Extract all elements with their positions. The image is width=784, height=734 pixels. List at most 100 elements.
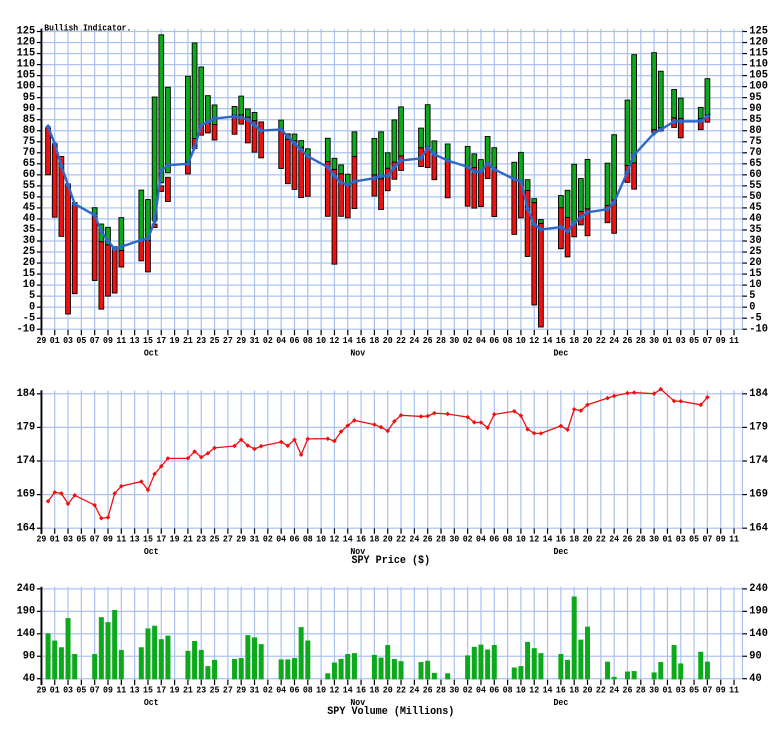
svg-text:02: 02: [463, 686, 473, 696]
svg-text:169: 169: [17, 489, 36, 501]
svg-text:105: 105: [17, 70, 36, 82]
svg-text:13: 13: [130, 336, 140, 346]
svg-text:06: 06: [290, 535, 300, 545]
svg-text:95: 95: [23, 92, 36, 104]
svg-text:90: 90: [749, 650, 761, 662]
svg-text:22: 22: [396, 686, 406, 696]
svg-text:28: 28: [636, 686, 646, 696]
svg-text:02: 02: [463, 336, 473, 346]
svg-text:10: 10: [749, 279, 761, 291]
svg-text:25: 25: [210, 535, 220, 545]
svg-text:12: 12: [529, 535, 539, 545]
svg-text:07: 07: [702, 336, 712, 346]
svg-text:02: 02: [263, 535, 273, 545]
svg-text:-10: -10: [17, 323, 36, 335]
svg-text:07: 07: [702, 686, 712, 696]
svg-text:11: 11: [729, 686, 739, 696]
svg-text:19: 19: [170, 686, 180, 696]
svg-text:29: 29: [36, 336, 46, 346]
svg-text:85: 85: [23, 114, 36, 126]
svg-text:65: 65: [749, 158, 762, 170]
svg-text:12: 12: [329, 686, 339, 696]
svg-text:03: 03: [676, 686, 686, 696]
svg-text:35: 35: [23, 224, 36, 236]
svg-text:14: 14: [543, 686, 554, 696]
svg-text:115: 115: [749, 48, 768, 60]
svg-text:03: 03: [676, 535, 686, 545]
svg-text:50: 50: [749, 191, 761, 203]
svg-text:90: 90: [749, 103, 761, 115]
svg-text:08: 08: [303, 686, 313, 696]
svg-text:75: 75: [23, 136, 36, 148]
svg-text:02: 02: [263, 686, 273, 696]
svg-text:60: 60: [749, 169, 761, 181]
svg-text:164: 164: [749, 522, 768, 534]
svg-text:125: 125: [749, 26, 768, 38]
svg-text:23: 23: [196, 336, 206, 346]
svg-text:31: 31: [250, 535, 260, 545]
svg-text:105: 105: [749, 70, 768, 82]
svg-text:02: 02: [263, 336, 273, 346]
svg-text:Oct: Oct: [144, 698, 159, 708]
svg-text:20: 20: [383, 535, 393, 545]
svg-text:Nov: Nov: [350, 547, 365, 557]
svg-text:20: 20: [383, 336, 393, 346]
svg-text:14: 14: [343, 336, 354, 346]
svg-text:16: 16: [356, 535, 366, 545]
svg-text:28: 28: [436, 336, 446, 346]
svg-text:95: 95: [749, 92, 762, 104]
svg-text:30: 30: [449, 535, 459, 545]
svg-text:08: 08: [303, 535, 313, 545]
svg-text:06: 06: [290, 336, 300, 346]
svg-text:16: 16: [356, 686, 366, 696]
svg-text:30: 30: [749, 235, 761, 247]
svg-text:23: 23: [196, 535, 206, 545]
svg-text:30: 30: [23, 235, 35, 247]
svg-text:21: 21: [183, 535, 193, 545]
svg-text:22: 22: [596, 686, 606, 696]
svg-text:35: 35: [749, 224, 762, 236]
svg-text:04: 04: [276, 535, 287, 545]
svg-text:29: 29: [36, 535, 46, 545]
svg-text:04: 04: [476, 686, 487, 696]
svg-text:25: 25: [210, 686, 220, 696]
svg-text:80: 80: [23, 125, 35, 137]
svg-text:24: 24: [609, 336, 620, 346]
svg-text:09: 09: [103, 336, 113, 346]
svg-text:Dec: Dec: [553, 348, 568, 358]
svg-text:28: 28: [636, 336, 646, 346]
svg-text:5: 5: [29, 290, 36, 302]
svg-text:14: 14: [543, 535, 554, 545]
svg-text:110: 110: [749, 59, 768, 71]
svg-text:01: 01: [50, 336, 60, 346]
svg-text:Nov: Nov: [350, 348, 365, 358]
svg-text:18: 18: [569, 535, 579, 545]
svg-text:11: 11: [116, 686, 126, 696]
svg-text:25: 25: [23, 246, 36, 258]
svg-text:01: 01: [50, 535, 60, 545]
svg-text:02: 02: [463, 535, 473, 545]
svg-text:03: 03: [63, 686, 73, 696]
svg-text:22: 22: [596, 336, 606, 346]
svg-text:90: 90: [23, 650, 35, 662]
svg-text:01: 01: [662, 535, 672, 545]
svg-text:110: 110: [17, 59, 36, 71]
svg-text:10: 10: [516, 336, 526, 346]
svg-text:14: 14: [343, 535, 354, 545]
svg-text:07: 07: [90, 686, 100, 696]
svg-text:12: 12: [529, 336, 539, 346]
svg-text:140: 140: [749, 628, 768, 640]
svg-text:10: 10: [23, 279, 35, 291]
svg-text:75: 75: [749, 136, 762, 148]
svg-text:12: 12: [529, 686, 539, 696]
svg-text:15: 15: [143, 535, 153, 545]
svg-text:29: 29: [36, 686, 46, 696]
svg-text:0: 0: [749, 301, 755, 313]
svg-text:11: 11: [116, 535, 126, 545]
svg-text:05: 05: [76, 336, 86, 346]
svg-text:179: 179: [749, 422, 768, 434]
svg-text:174: 174: [749, 455, 768, 467]
svg-text:5: 5: [749, 290, 756, 302]
svg-text:11: 11: [729, 535, 739, 545]
svg-text:10: 10: [316, 686, 326, 696]
